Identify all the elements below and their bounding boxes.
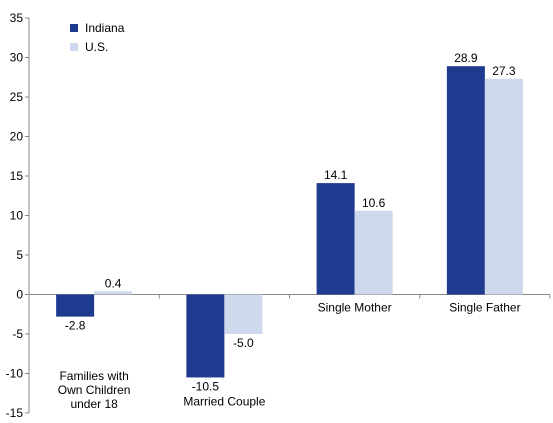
data-label: -2.8 [65, 319, 86, 333]
bars [56, 66, 523, 378]
y-tick-label: 10 [10, 209, 24, 223]
y-tick-label: -10 [6, 367, 24, 381]
bar-indiana [56, 294, 95, 317]
y-tick-label: 15 [10, 169, 24, 183]
y-tick-label: 35 [10, 11, 24, 25]
y-tick-label: -5 [12, 327, 23, 341]
y-tick-label: 5 [16, 248, 23, 262]
bar-us [224, 294, 263, 334]
y-tick-label: 30 [10, 51, 24, 65]
category-label: under 18 [70, 397, 118, 411]
data-label: 0.4 [105, 276, 122, 290]
y-tick-label: 0 [16, 288, 23, 302]
data-label: -5.0 [233, 336, 254, 350]
category-label: Married Couple [183, 394, 265, 408]
legend-swatch [70, 43, 78, 51]
y-tick-label: -15 [6, 406, 24, 420]
data-label: 27.3 [492, 64, 516, 78]
bar-indiana [316, 183, 355, 295]
category-label: Single Mother [318, 301, 392, 315]
legend-label: Indiana [85, 21, 125, 35]
data-label: 28.9 [454, 51, 478, 65]
bar-indiana [186, 294, 225, 378]
category-label: Single Father [449, 301, 520, 315]
data-label: 10.6 [362, 196, 386, 210]
bar-us [354, 210, 393, 295]
legend-swatch [70, 24, 78, 32]
bar-us [484, 78, 523, 295]
data-label: 14.1 [324, 168, 348, 182]
category-label: Families with [59, 369, 128, 383]
y-tick-label: 25 [10, 90, 24, 104]
data-labels: -2.8 0.4 -10.5 -5.0 14.1 10.6 28.9 27.3 [65, 51, 516, 393]
data-label: -10.5 [192, 379, 220, 393]
bar-us [94, 291, 133, 295]
y-tick-label: 20 [10, 130, 24, 144]
legend-label: U.S. [85, 40, 108, 54]
category-label: Own Children [58, 383, 131, 397]
legend: Indiana U.S. [70, 21, 125, 54]
bar-indiana [446, 66, 485, 295]
